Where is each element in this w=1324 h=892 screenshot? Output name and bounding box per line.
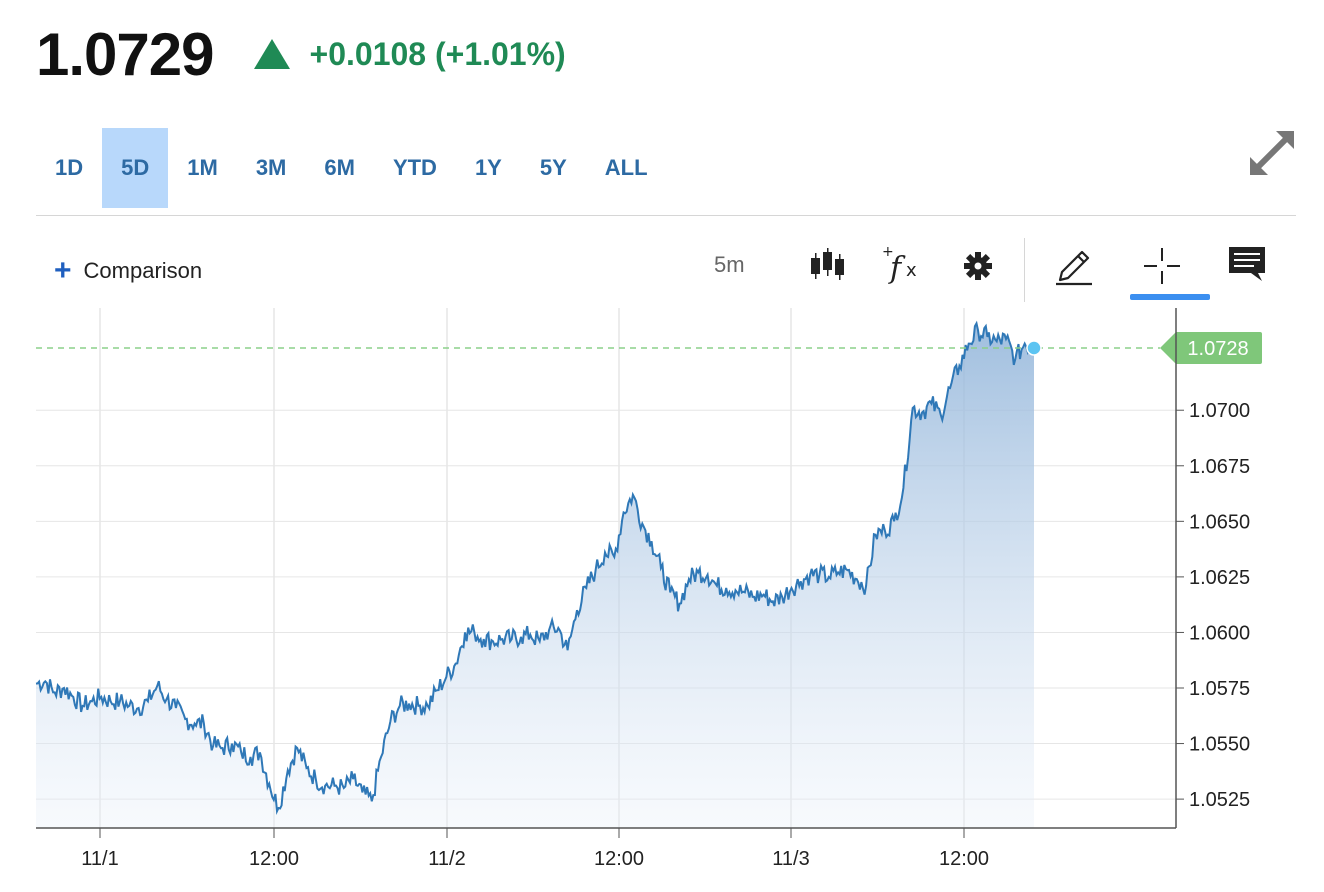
function-icon[interactable]: + f x (880, 244, 924, 288)
y-tick-label: 1.0575 (1189, 678, 1250, 700)
x-tick-label: 11/1 (81, 848, 118, 870)
y-tick-label: 1.0700 (1189, 400, 1250, 422)
current-price-label: 1.0728 (1187, 338, 1248, 360)
current-price-dot (1026, 340, 1042, 356)
range-selector: 1D 5D 1M 3M 6M YTD 1Y 5Y ALL (36, 128, 667, 208)
plus-icon: + (54, 254, 72, 287)
svg-text:f: f (888, 251, 906, 286)
range-tab-5d[interactable]: 5D (102, 128, 169, 208)
range-tab-1y[interactable]: 1Y (474, 155, 502, 180)
range-tab-6m[interactable]: 6M (324, 155, 355, 180)
price-change: +0.0108 (+1.01%) (253, 35, 566, 73)
active-tool-indicator (1130, 294, 1210, 300)
comparison-label: Comparison (83, 258, 203, 283)
toolbar-separator (1024, 238, 1025, 302)
range-tab-1m[interactable]: 1M (187, 155, 218, 180)
y-tick-label: 1.0675 (1189, 456, 1250, 478)
x-tick-label: 12:00 (939, 848, 989, 870)
change-value: +0.0108 (+1.01%) (309, 35, 566, 72)
y-tick-label: 1.0650 (1189, 511, 1250, 533)
expand-icon[interactable] (1244, 125, 1300, 181)
svg-text:x: x (906, 260, 917, 281)
y-tick-label: 1.0625 (1189, 567, 1250, 589)
chart-toolbar: + Comparison 5m + f x (36, 236, 1296, 306)
range-tab-all[interactable]: ALL (604, 155, 648, 180)
y-tick-label: 1.0550 (1189, 734, 1250, 756)
x-tick-label: 12:00 (249, 848, 299, 870)
pencil-icon[interactable] (1052, 244, 1096, 288)
x-tick-label: 11/3 (772, 848, 809, 870)
crosshair-icon[interactable] (1140, 244, 1184, 288)
comment-icon[interactable] (1226, 244, 1270, 288)
gear-icon[interactable] (956, 244, 1000, 288)
comparison-button[interactable]: + Comparison (54, 256, 202, 286)
x-tick-label: 12:00 (594, 848, 644, 870)
candlestick-icon[interactable] (806, 244, 850, 288)
last-price: 1.0729 (36, 20, 215, 88)
price-line (35, 320, 1035, 815)
y-tick-label: 1.0600 (1189, 622, 1250, 644)
range-tab-5y[interactable]: 5Y (539, 155, 567, 180)
range-tab-1d[interactable]: 1D (55, 155, 84, 180)
x-tick-label: 11/2 (428, 848, 465, 870)
y-tick-label: 1.0525 (1189, 789, 1250, 811)
price-area (36, 323, 1034, 828)
up-arrow-icon (253, 39, 290, 69)
quote-header: 1.0729 +0.0108 (+1.01%) (36, 18, 566, 90)
current-price-tag (1160, 332, 1262, 364)
range-tab-3m[interactable]: 3M (255, 155, 287, 180)
svg-text:+: + (882, 244, 894, 260)
price-chart[interactable]: 1.0728 1.0525 1.0550 1.0575 1.0600 1.0625 1.0… (0, 300, 1324, 892)
divider (36, 215, 1296, 216)
interval-selector[interactable]: 5m (714, 252, 745, 277)
range-tab-ytd[interactable]: YTD (392, 155, 437, 180)
